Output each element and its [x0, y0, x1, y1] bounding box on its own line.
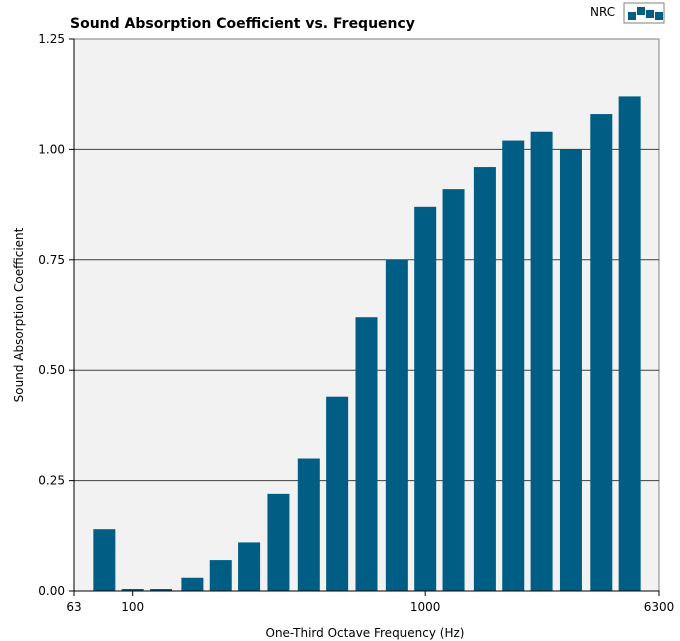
bar — [355, 317, 378, 591]
legend-swatch-bar — [646, 10, 654, 18]
bar — [590, 114, 613, 591]
legend-swatch-bar — [628, 12, 636, 20]
legend-swatch-bar — [637, 7, 645, 15]
x-tick-label: 1000 — [410, 600, 441, 614]
bar — [530, 131, 553, 592]
y-tick-label: 0.00 — [38, 584, 65, 598]
x-tick-label: 100 — [121, 600, 144, 614]
bar — [93, 529, 116, 591]
bar — [209, 560, 232, 591]
bar — [385, 259, 408, 591]
y-tick-label: 0.75 — [38, 253, 65, 267]
bar — [414, 206, 437, 591]
y-tick-label: 0.25 — [38, 474, 65, 488]
bar — [297, 458, 320, 591]
legend-label: NRC — [590, 5, 615, 19]
bar — [618, 96, 641, 591]
bar — [238, 542, 261, 591]
y-axis-ticks: 0.00 0.25 0.50 0.75 1.00 1.25 — [38, 32, 74, 598]
axes — [73, 39, 659, 592]
y-axis-label: Sound Absorption Coefficient — [12, 227, 26, 402]
bar — [181, 577, 204, 591]
y-tick-label: 0.50 — [38, 363, 65, 377]
bar — [473, 167, 496, 591]
y-tick-label: 1.00 — [38, 142, 65, 156]
bar — [267, 493, 290, 591]
legend-swatch — [628, 7, 663, 20]
bar — [559, 149, 582, 591]
bar — [326, 396, 349, 591]
bar — [502, 140, 525, 591]
chart-title: Sound Absorption Coefficient vs. Frequen… — [70, 16, 415, 32]
x-tick-label: 6300 — [644, 600, 675, 614]
x-axis-ticks: 63 100 1000 6300 — [66, 591, 674, 614]
bar — [121, 589, 144, 591]
bar — [150, 589, 173, 591]
y-tick-label: 1.25 — [38, 32, 65, 46]
legend-swatch-bar — [655, 12, 663, 20]
x-axis-label: One-Third Octave Frequency (Hz) — [266, 626, 465, 640]
bar — [442, 189, 465, 591]
bars — [93, 96, 641, 592]
x-tick-label: 63 — [66, 600, 81, 614]
legend: NRC — [590, 2, 665, 24]
